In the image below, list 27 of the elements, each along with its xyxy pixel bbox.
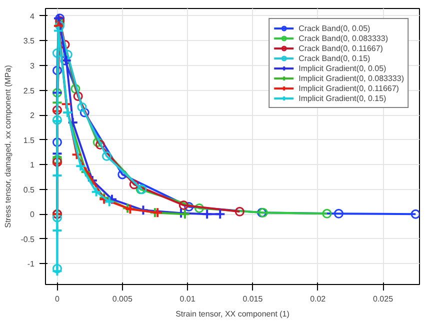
y-tick-label: 1.5 (23, 136, 36, 145)
y-tick-label: -0.5 (20, 234, 36, 244)
legend-label: Implicit Gradient(0, 0.05) (298, 63, 386, 73)
x-tick-label: 0.01 (180, 294, 196, 304)
y-axis-title: Stress tensor, damaged, xx component (MPa) (4, 64, 13, 228)
x-tick-label: 0.025 (373, 294, 394, 304)
legend-label: Crack Band(0, 0.05) (298, 23, 370, 33)
legend-label: Implicit Gradient(0, 0.11667) (298, 83, 399, 93)
y-tick-label: 3.5 (23, 36, 36, 46)
y-tick-label: 0 (30, 210, 36, 220)
y-tick-label: -1 (27, 260, 36, 269)
x-tick-label: 0.015 (242, 294, 264, 304)
x-tick-label: 0 (55, 294, 60, 304)
y-tick-label: 2.5 (23, 86, 36, 96)
y-tick-label: 2 (30, 111, 36, 120)
legend-label: Crack Band(0, 0.11667) (298, 43, 383, 53)
legend-label: Implicit Gradient(0, 0.15) (298, 93, 386, 103)
x-axis-title: Strain tensor, XX component (1) (176, 310, 290, 318)
legend-label: Crack Band(0, 0.15) (298, 53, 370, 63)
y-tick-label: 0.5 (23, 185, 36, 194)
legend-label: Crack Band(0, 0.083333) (298, 33, 388, 43)
legend-label: Implicit Gradient(0, 0.083333) (298, 73, 404, 83)
y-tick-label: 4 (30, 12, 36, 21)
x-tick-label: 0.005 (112, 294, 133, 304)
y-tick-label: 1 (30, 160, 36, 170)
x-tick-label: 0.02 (310, 294, 326, 304)
y-tick-label: 3 (30, 61, 36, 70)
